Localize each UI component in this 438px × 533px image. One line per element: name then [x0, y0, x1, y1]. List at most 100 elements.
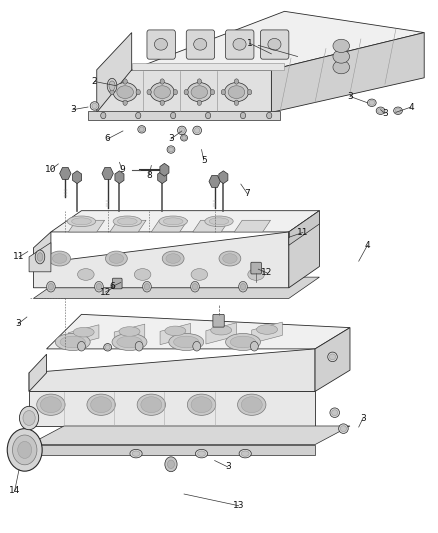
- Ellipse shape: [113, 83, 137, 102]
- Circle shape: [193, 342, 201, 351]
- Ellipse shape: [87, 394, 115, 415]
- FancyBboxPatch shape: [213, 314, 224, 327]
- Circle shape: [136, 112, 141, 119]
- Ellipse shape: [132, 451, 140, 456]
- Ellipse shape: [194, 128, 200, 133]
- Ellipse shape: [113, 216, 141, 227]
- Ellipse shape: [339, 424, 348, 433]
- Circle shape: [135, 342, 143, 351]
- Circle shape: [123, 100, 127, 106]
- Text: 13: 13: [233, 501, 244, 510]
- Polygon shape: [234, 220, 271, 232]
- Ellipse shape: [187, 394, 216, 415]
- Ellipse shape: [150, 83, 174, 102]
- Circle shape: [240, 284, 246, 290]
- Ellipse shape: [191, 397, 212, 413]
- Ellipse shape: [53, 254, 67, 263]
- Circle shape: [170, 112, 176, 119]
- Ellipse shape: [193, 126, 201, 135]
- Polygon shape: [29, 391, 315, 426]
- Ellipse shape: [268, 38, 281, 50]
- Text: 3: 3: [347, 92, 353, 101]
- Ellipse shape: [159, 216, 187, 227]
- Ellipse shape: [90, 102, 99, 110]
- Ellipse shape: [224, 83, 248, 102]
- Circle shape: [110, 90, 114, 95]
- Polygon shape: [29, 243, 51, 272]
- FancyBboxPatch shape: [147, 30, 175, 59]
- Ellipse shape: [105, 345, 110, 350]
- Text: 8: 8: [146, 171, 152, 180]
- Text: 10: 10: [45, 165, 57, 174]
- Circle shape: [145, 284, 150, 290]
- Ellipse shape: [73, 327, 94, 337]
- Polygon shape: [29, 349, 315, 391]
- Polygon shape: [315, 328, 350, 391]
- Ellipse shape: [165, 326, 186, 336]
- Text: 12: 12: [100, 287, 111, 296]
- Ellipse shape: [198, 451, 205, 456]
- Ellipse shape: [107, 78, 117, 93]
- Ellipse shape: [333, 61, 350, 74]
- Ellipse shape: [191, 269, 208, 280]
- Circle shape: [18, 441, 32, 458]
- Ellipse shape: [328, 352, 337, 362]
- Polygon shape: [114, 324, 145, 345]
- Ellipse shape: [219, 251, 241, 266]
- Text: 3: 3: [168, 134, 174, 143]
- Circle shape: [247, 90, 252, 95]
- Ellipse shape: [332, 410, 338, 416]
- Circle shape: [160, 100, 164, 106]
- Ellipse shape: [205, 216, 233, 227]
- Polygon shape: [88, 111, 280, 120]
- Ellipse shape: [241, 397, 262, 413]
- Polygon shape: [151, 220, 187, 232]
- Ellipse shape: [340, 426, 346, 432]
- Ellipse shape: [112, 334, 147, 351]
- Text: 5: 5: [201, 156, 207, 165]
- Text: 3: 3: [360, 414, 366, 423]
- Circle shape: [165, 457, 177, 472]
- Ellipse shape: [78, 269, 94, 280]
- Ellipse shape: [91, 397, 112, 413]
- Ellipse shape: [119, 327, 140, 336]
- Ellipse shape: [182, 136, 186, 140]
- Polygon shape: [46, 314, 350, 349]
- Text: 3: 3: [225, 463, 231, 471]
- Circle shape: [147, 90, 151, 95]
- Ellipse shape: [376, 107, 385, 115]
- Ellipse shape: [139, 127, 144, 132]
- Circle shape: [173, 90, 177, 95]
- Text: 7: 7: [244, 189, 250, 198]
- Polygon shape: [29, 426, 350, 445]
- Ellipse shape: [92, 103, 97, 109]
- Ellipse shape: [257, 325, 278, 334]
- Ellipse shape: [163, 218, 183, 225]
- Text: 9: 9: [119, 165, 125, 174]
- Ellipse shape: [67, 216, 95, 227]
- Ellipse shape: [166, 254, 180, 263]
- Ellipse shape: [223, 254, 237, 263]
- Ellipse shape: [173, 336, 199, 348]
- Text: 11: 11: [13, 253, 25, 261]
- Polygon shape: [272, 33, 424, 112]
- Circle shape: [184, 90, 188, 95]
- Ellipse shape: [60, 336, 85, 348]
- Ellipse shape: [228, 86, 245, 99]
- Text: 2: 2: [92, 77, 97, 86]
- Polygon shape: [160, 324, 191, 345]
- Polygon shape: [132, 63, 285, 70]
- Circle shape: [205, 112, 211, 119]
- Ellipse shape: [209, 218, 229, 225]
- Ellipse shape: [230, 336, 256, 348]
- Polygon shape: [68, 325, 99, 346]
- Circle shape: [239, 281, 247, 292]
- Polygon shape: [206, 323, 237, 344]
- Text: 3: 3: [70, 105, 76, 114]
- Circle shape: [234, 100, 239, 106]
- Text: 4: 4: [408, 102, 414, 111]
- Ellipse shape: [37, 253, 43, 261]
- Circle shape: [7, 429, 42, 471]
- Circle shape: [101, 112, 106, 119]
- Polygon shape: [68, 220, 105, 232]
